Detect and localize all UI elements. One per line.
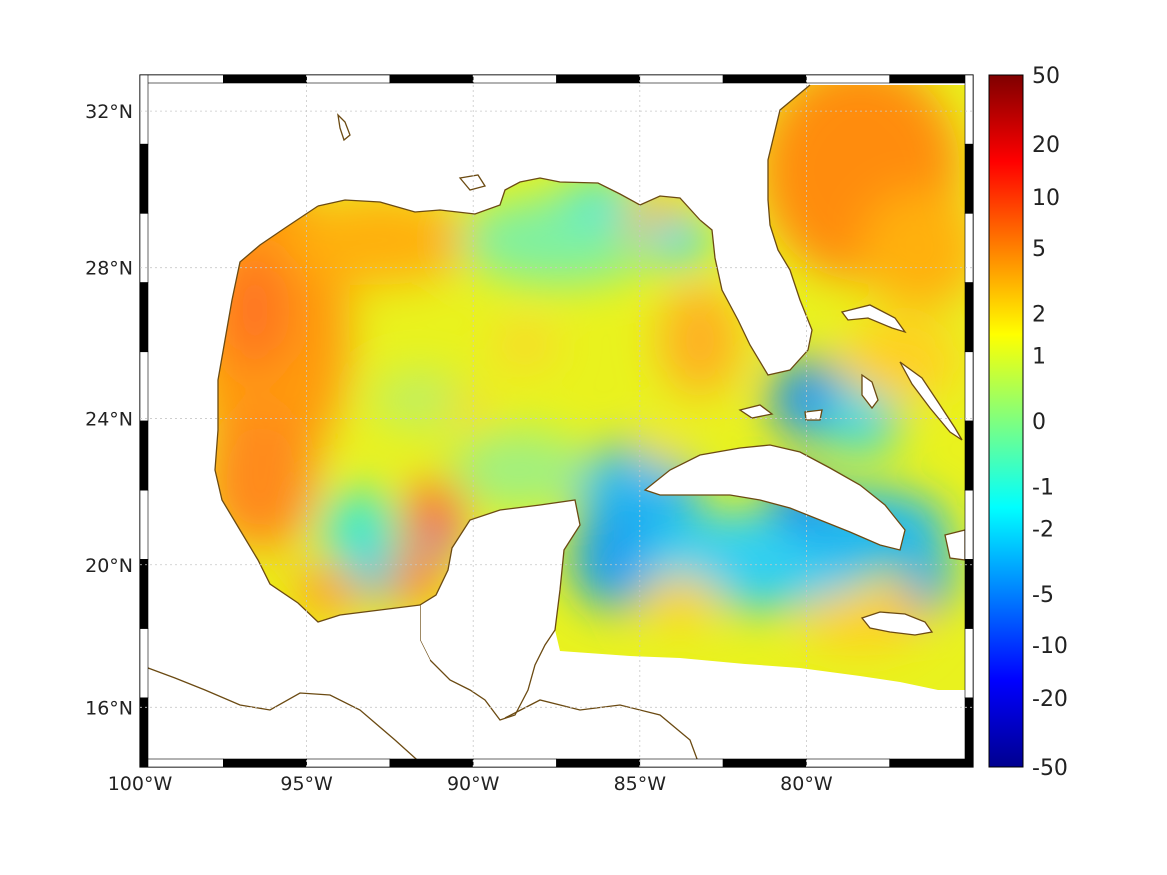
- colorbar-tick-label: 0: [1032, 410, 1046, 435]
- colorbar-tick-label: -10: [1032, 634, 1068, 659]
- florida-peninsula: [690, 75, 812, 375]
- graticule: [140, 75, 973, 767]
- lon-tick-label: 90°W: [447, 773, 500, 795]
- central-america: [140, 665, 425, 767]
- colorbar-tick-label: -2: [1032, 517, 1054, 542]
- jamaica: [860, 611, 934, 636]
- lat-tick-label: 16°N: [85, 697, 133, 719]
- lat-tick-label: 24°N: [85, 409, 133, 431]
- colorbar-tick-label: 50: [1032, 64, 1060, 89]
- colorbar-tick-label: -1: [1032, 476, 1054, 501]
- colorbar-tick-label: 1: [1032, 344, 1046, 369]
- longitude-labels: 100°W 95°W 90°W 85°W 80°W: [108, 773, 833, 795]
- bahamas-andros: [861, 373, 879, 410]
- lon-tick-label: 100°W: [108, 773, 173, 795]
- lon-tick-label: 80°W: [780, 773, 833, 795]
- colorbar-tick-label: 5: [1032, 237, 1046, 262]
- bahamas-north: [840, 304, 907, 334]
- lon-tick-label: 95°W: [280, 773, 333, 795]
- latitude-labels: 32°N 28°N 24°N 20°N 16°N: [85, 101, 133, 719]
- lat-tick-label: 28°N: [85, 258, 133, 280]
- lat-tick-label: 20°N: [85, 555, 133, 577]
- colorbar-gradient: [988, 74, 1024, 768]
- lon-tick-label: 85°W: [614, 773, 667, 795]
- colorbar-tick-label: -50: [1032, 756, 1068, 781]
- colorbar-tick-label: -20: [1032, 687, 1068, 712]
- lat-tick-label: 32°N: [85, 101, 133, 123]
- cuba: [643, 444, 906, 551]
- map-frame: [139, 74, 974, 768]
- colorbar-tick-label: 2: [1032, 303, 1046, 328]
- colorbar-tick-label: 10: [1032, 186, 1060, 211]
- land-masses: [139, 75, 966, 768]
- bahamas-east: [899, 361, 963, 441]
- colorbar-tick-label: -5: [1032, 583, 1054, 608]
- colorbar-tick-label: 20: [1032, 133, 1060, 158]
- us-gulf-coast: [140, 75, 690, 700]
